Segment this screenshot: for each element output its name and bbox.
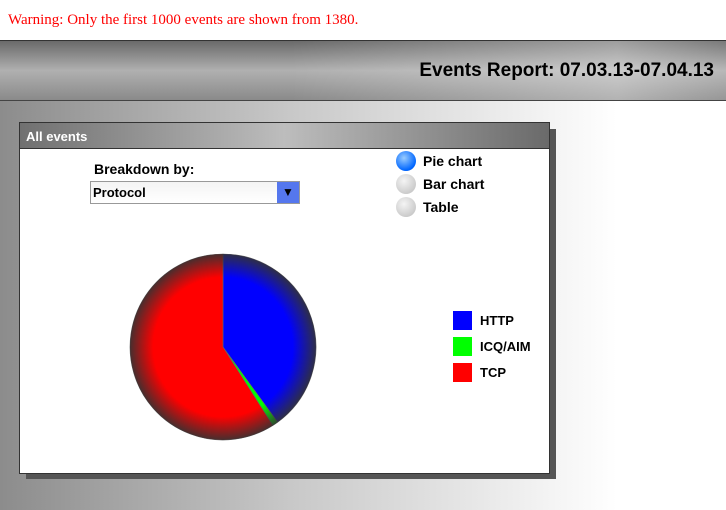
report-header: Events Report: 07.03.13-07.04.13 — [0, 40, 726, 101]
pie-chart — [129, 253, 317, 441]
radio-table[interactable]: Table — [396, 197, 459, 217]
legend-swatch — [453, 363, 472, 382]
radio-label: Bar chart — [423, 176, 485, 192]
radio-label: Pie chart — [423, 153, 483, 169]
legend-label: ICQ/AIM — [480, 339, 531, 354]
legend-item-http: HTTP — [453, 311, 514, 330]
breakdown-label: Breakdown by: — [94, 161, 195, 177]
legend-item-tcp: TCP — [453, 363, 506, 382]
legend-item-icq-aim: ICQ/AIM — [453, 337, 531, 356]
dropdown-arrow-icon[interactable]: ▼ — [277, 182, 299, 203]
legend-swatch — [453, 311, 472, 330]
warning-message: Warning: Only the first 1000 events are … — [8, 12, 359, 28]
all-events-panel: All events Breakdown by: Protocol ▼ Pie … — [19, 122, 550, 474]
report-title: Events Report: 07.03.13-07.04.13 — [419, 60, 714, 81]
radio-selected-icon — [396, 151, 416, 171]
breakdown-value: Protocol — [93, 185, 146, 200]
radio-pie-chart[interactable]: Pie chart — [396, 151, 482, 171]
pie-shading — [130, 254, 316, 440]
breakdown-select[interactable]: Protocol ▼ — [90, 181, 300, 204]
radio-bar-chart[interactable]: Bar chart — [396, 174, 484, 194]
radio-icon — [396, 174, 416, 194]
legend-label: HTTP — [480, 313, 514, 328]
radio-label: Table — [423, 199, 459, 215]
legend-swatch — [453, 337, 472, 356]
legend-label: TCP — [480, 365, 506, 380]
panel-title: All events — [20, 123, 549, 149]
radio-icon — [396, 197, 416, 217]
